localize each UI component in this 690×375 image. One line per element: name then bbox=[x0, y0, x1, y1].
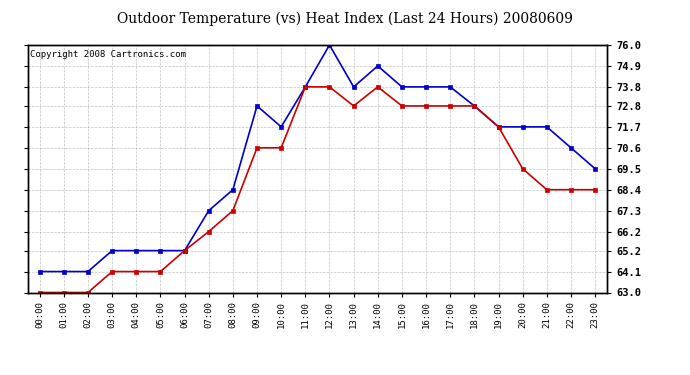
Text: Outdoor Temperature (vs) Heat Index (Last 24 Hours) 20080609: Outdoor Temperature (vs) Heat Index (Las… bbox=[117, 11, 573, 26]
Text: Copyright 2008 Cartronics.com: Copyright 2008 Cartronics.com bbox=[30, 50, 186, 59]
